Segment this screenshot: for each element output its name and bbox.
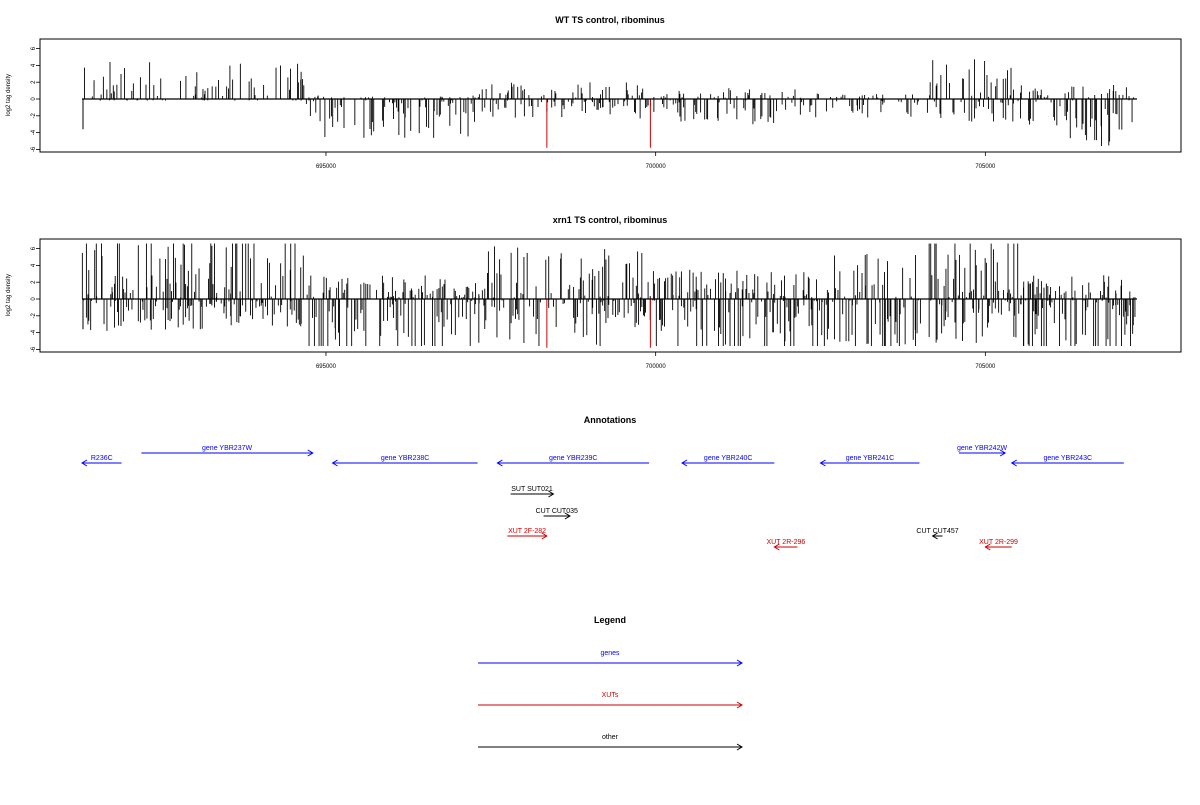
arrowhead-icon	[307, 449, 314, 457]
feature-label: gene YBR240C	[704, 455, 753, 462]
legend-items: genes XUTs other	[478, 650, 743, 751]
annotation-feature: gene YBR242W	[957, 445, 1007, 457]
arrowhead-icon	[773, 543, 780, 551]
annotation-feature: gene YBR241C	[819, 455, 920, 467]
annotation-items: R236C gene YBR237W gene YBR238C gene YBR239…	[81, 445, 1124, 551]
feature-label: XUT 2F-282	[508, 528, 546, 535]
wt-y-ticks: -6 -4 -2 0 2 4 6	[31, 46, 40, 152]
x-tick-label: 695000	[316, 364, 337, 370]
annotation-feature: gene YBR243C	[1010, 455, 1124, 467]
y-tick-label: 0	[31, 297, 37, 301]
xrn1-plot-frame	[39, 238, 1182, 353]
annotation-feature: XUT 2R-299	[979, 539, 1018, 551]
arrowhead-icon	[681, 459, 688, 467]
x-tick-label: 700000	[646, 364, 667, 370]
feature-label: gene YBR243C	[1044, 455, 1093, 462]
xrn1-y-axis-label: log2 tag density	[6, 274, 12, 316]
wt-x-ticks: 695000 700000 705000	[316, 152, 996, 170]
annotation-feature: XUT 2F-282	[507, 528, 548, 540]
annotations-panel: Annotations R236C gene YBR237W gene YBR238…	[81, 415, 1124, 551]
arrowhead-icon	[1010, 459, 1017, 467]
xrn1-track-panel: xrn1 TS control, ribominus log2 tag dens…	[6, 215, 1182, 370]
y-tick-label: -2	[31, 312, 37, 318]
arrowhead-icon	[736, 701, 743, 709]
legend-label: other	[602, 734, 619, 741]
feature-label: gene YBR241C	[846, 455, 895, 462]
y-tick-label: 0	[31, 97, 37, 101]
xrn1-x-ticks: 695000 700000 705000	[316, 352, 996, 370]
arrowhead-icon	[548, 490, 555, 498]
arrowhead-icon	[736, 659, 743, 667]
y-tick-label: -6	[31, 146, 37, 152]
legend-label: genes	[600, 650, 620, 657]
annotation-feature: CUT CUT035	[536, 508, 578, 520]
feature-label: CUT CUT457	[916, 528, 958, 535]
x-tick-label: 700000	[646, 164, 667, 170]
annotation-feature: R236C	[81, 455, 122, 467]
arrowhead-icon	[931, 532, 938, 540]
y-tick-label: -6	[31, 346, 37, 352]
feature-label: CUT CUT035	[536, 508, 578, 515]
annotation-feature: gene YBR239C	[496, 455, 650, 467]
arrowhead-icon	[564, 512, 571, 520]
legend-label: XUTs	[602, 692, 619, 699]
feature-label: R236C	[91, 455, 113, 462]
y-tick-label: 4	[31, 263, 37, 267]
wt-track-panel: WT TS control, ribominus log2 tag densit…	[6, 15, 1182, 170]
arrowhead-icon	[496, 459, 503, 467]
wt-y-axis-label: log2 tag density	[6, 74, 12, 116]
arrowhead-icon	[81, 459, 88, 467]
feature-label: SUT SUT021	[511, 486, 553, 493]
y-tick-label: -2	[31, 112, 37, 118]
y-tick-label: -4	[31, 329, 37, 335]
y-tick-label: 6	[31, 46, 37, 50]
arrowhead-icon	[736, 743, 743, 751]
legend-panel: Legend genes XUTs other	[478, 615, 743, 751]
annotation-feature: SUT SUT021	[510, 486, 555, 498]
arrowhead-icon	[331, 459, 338, 467]
wt-bars	[82, 59, 1135, 148]
xrn1-y-ticks: -6 -4 -2 0 2 4 6	[31, 246, 40, 352]
annotation-feature: gene YBR240C	[681, 455, 775, 467]
feature-label: gene YBR242W	[957, 445, 1007, 452]
annotation-feature: XUT 2R-296	[766, 539, 805, 551]
y-tick-label: 2	[31, 80, 37, 84]
feature-label: gene YBR239C	[549, 455, 598, 462]
wt-plot-frame	[39, 38, 1182, 153]
x-tick-label: 705000	[975, 364, 996, 370]
y-tick-label: -4	[31, 129, 37, 135]
legend-item: other	[478, 734, 743, 751]
legend-title: Legend	[594, 615, 626, 625]
x-tick-label: 695000	[316, 164, 337, 170]
x-tick-label: 705000	[975, 164, 996, 170]
feature-label: gene YBR238C	[381, 455, 430, 462]
xrn1-bars	[81, 243, 1136, 348]
arrowhead-icon	[541, 532, 548, 540]
feature-label: XUT 2R-299	[979, 539, 1018, 546]
arrowhead-icon	[999, 449, 1007, 457]
annotation-feature: gene YBR238C	[331, 455, 478, 467]
feature-label: gene YBR237W	[202, 445, 252, 452]
y-tick-label: 6	[31, 246, 37, 250]
y-tick-label: 2	[31, 280, 37, 284]
arrowhead-icon	[984, 543, 991, 551]
annotation-feature: CUT CUT457	[916, 528, 959, 540]
y-tick-label: 4	[31, 63, 37, 67]
xrn1-track-title: xrn1 TS control, ribominus	[553, 215, 668, 225]
legend-item: genes	[478, 650, 743, 667]
annotations-title: Annotations	[584, 415, 637, 425]
feature-label: XUT 2R-296	[766, 539, 805, 546]
wt-track-title: WT TS control, ribominus	[555, 15, 665, 25]
annotation-feature: gene YBR237W	[141, 445, 314, 457]
arrowhead-icon	[819, 459, 826, 467]
legend-item: XUTs	[478, 692, 743, 709]
